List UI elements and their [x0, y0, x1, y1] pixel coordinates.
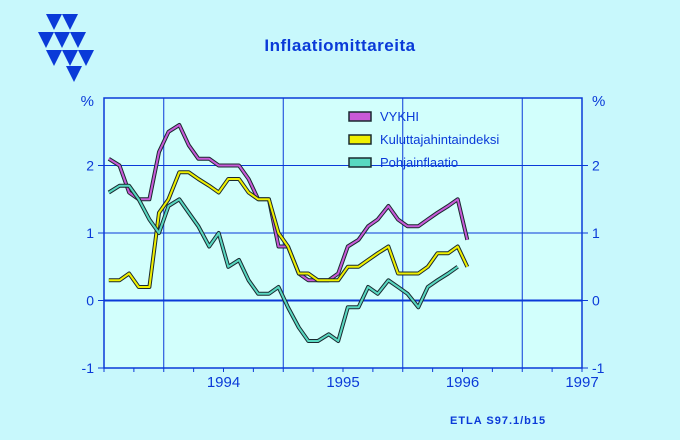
y-tick-label-right: 2: [592, 158, 600, 174]
x-tick-label: 1995: [326, 374, 359, 391]
legend-swatch: [348, 134, 372, 145]
y-tick-label-left: 1: [86, 225, 94, 241]
series-line: [108, 171, 469, 288]
x-tick-label: 1997: [565, 374, 598, 391]
chart-title: Inflaatiomittareita: [264, 36, 416, 55]
y-axis-label-right: %: [592, 93, 605, 110]
etla-logo-icon: [38, 14, 94, 82]
y-axis-label-left: %: [81, 93, 94, 110]
legend-swatch: [348, 157, 372, 168]
y-tick-label-left: -1: [82, 360, 95, 376]
y-tick-label-right: 0: [592, 293, 600, 309]
y-tick-label-left: 0: [86, 293, 94, 309]
y-tick-label-right: -1: [592, 360, 605, 376]
y-tick-label-left: 2: [86, 158, 94, 174]
x-tick-label: 1994: [207, 374, 240, 391]
legend-label: VYKHI: [380, 109, 419, 124]
legend-label: Pohjainflaatio: [380, 155, 458, 170]
source-note: ETLA S97.1/b15: [450, 415, 547, 427]
x-tick-label: 1996: [446, 374, 479, 391]
series-line: [108, 184, 459, 342]
y-tick-label-right: 1: [592, 225, 600, 241]
legend-swatch: [348, 111, 372, 122]
legend-label: Kuluttajahintaindeksi: [380, 132, 499, 147]
